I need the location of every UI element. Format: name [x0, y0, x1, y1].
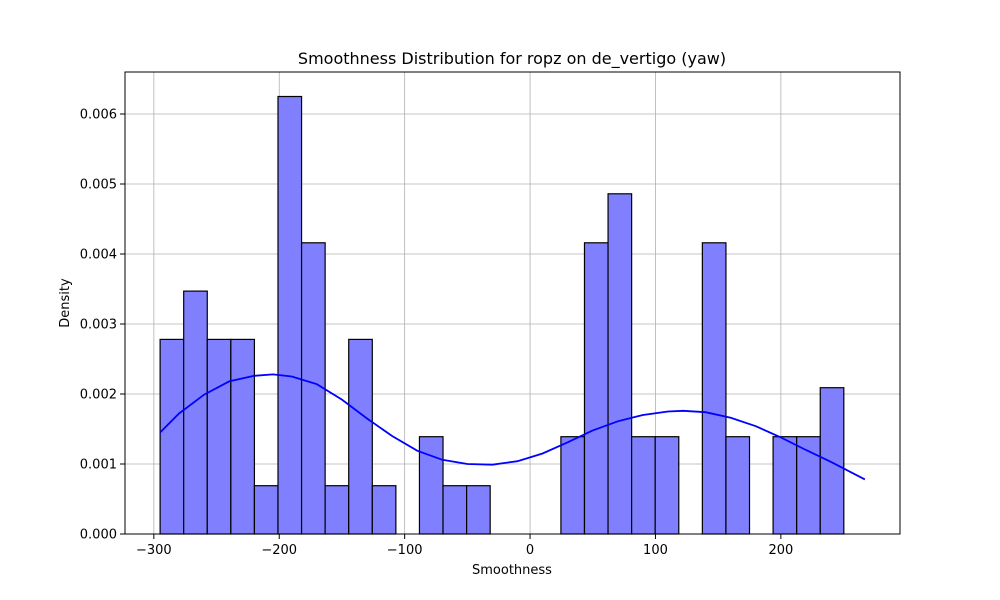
- histogram-bar: [253, 485, 279, 535]
- x-axis-label: Smoothness: [472, 563, 552, 578]
- y-tick-label: 0.004: [80, 248, 117, 263]
- histogram-bar: [324, 485, 350, 535]
- x-tick-label: −100: [387, 543, 423, 558]
- y-tick-label: 0.003: [80, 318, 117, 333]
- histogram-bar: [277, 95, 303, 535]
- histogram-bar: [607, 193, 633, 535]
- y-tick-label: 0.001: [80, 458, 117, 473]
- histogram-bar: [466, 485, 491, 535]
- x-tick-label: −200: [261, 543, 297, 558]
- y-tick-label: 0.002: [80, 388, 117, 403]
- x-tick-label: 0: [526, 543, 534, 558]
- histogram-bar: [631, 436, 656, 535]
- x-tick-label: 100: [643, 543, 668, 558]
- y-tick-label: 0.006: [80, 108, 117, 123]
- histogram-bar: [560, 436, 586, 535]
- histogram-bar: [418, 436, 444, 535]
- histogram-bar: [819, 387, 845, 535]
- histogram-bar: [442, 485, 468, 535]
- kde-curve: [159, 373, 866, 481]
- x-tick-label: −300: [136, 543, 172, 558]
- y-tick-label: 0.000: [80, 528, 117, 543]
- y-axis-label: Density: [58, 278, 73, 328]
- histogram-bar: [230, 338, 256, 535]
- histogram-bar: [183, 290, 208, 535]
- histogram-bar: [701, 242, 727, 535]
- histogram-bar: [654, 436, 680, 535]
- histogram-bar: [300, 242, 326, 535]
- chart-title: Smoothness Distribution for ropz on de_v…: [298, 49, 726, 69]
- grid-layer: [125, 72, 900, 535]
- histogram-bar: [583, 242, 609, 535]
- histogram-bar: [206, 338, 232, 535]
- histogram-bar: [725, 436, 751, 535]
- tick-layer: −300 −200 −100 0 100 200 0.000 0.001 0.002 0.003 0…: [80, 108, 793, 559]
- plot-frame: [124, 71, 901, 535]
- histogram-bar: [371, 485, 397, 535]
- kde-layer: [159, 373, 866, 481]
- y-tick-label: 0.005: [80, 178, 117, 193]
- histogram-bar: [772, 436, 798, 535]
- histogram-bar: [348, 338, 373, 535]
- x-tick-label: 200: [768, 543, 793, 558]
- histogram-bar: [159, 338, 185, 535]
- bar-layer: [159, 95, 845, 535]
